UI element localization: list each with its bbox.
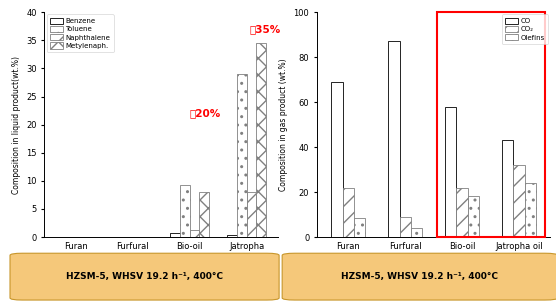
- Text: HZSM-5, WHSV 19.2 h⁻¹, 400°C: HZSM-5, WHSV 19.2 h⁻¹, 400°C: [341, 272, 498, 281]
- Text: 약35%: 약35%: [250, 24, 281, 34]
- Bar: [411, 228, 423, 237]
- Bar: [436, 12, 545, 237]
- X-axis label: Reactant type: Reactant type: [402, 257, 465, 265]
- Y-axis label: Composition in liquid product(wt.%): Composition in liquid product(wt.%): [12, 56, 21, 194]
- Bar: [456, 188, 468, 237]
- Bar: [200, 192, 209, 237]
- Bar: [180, 185, 190, 237]
- Bar: [256, 43, 266, 237]
- FancyBboxPatch shape: [282, 253, 556, 300]
- X-axis label: Reactant type: Reactant type: [130, 257, 193, 265]
- Bar: [190, 230, 200, 237]
- Bar: [525, 183, 536, 237]
- Bar: [331, 82, 342, 237]
- Legend: CO, CO₂, Olefins: CO, CO₂, Olefins: [502, 14, 548, 44]
- Bar: [502, 140, 513, 237]
- Legend: Benzene, Toluene, Naphthalene, Metylenaph.: Benzene, Toluene, Naphthalene, Metylenap…: [47, 14, 113, 52]
- Bar: [445, 107, 456, 237]
- Bar: [247, 192, 256, 237]
- Text: 약20%: 약20%: [190, 108, 221, 118]
- FancyBboxPatch shape: [10, 253, 279, 300]
- Bar: [388, 41, 400, 237]
- Bar: [354, 218, 365, 237]
- Text: HZSM-5, WHSV 19.2 h⁻¹, 400°C: HZSM-5, WHSV 19.2 h⁻¹, 400°C: [66, 272, 223, 281]
- Bar: [237, 74, 247, 237]
- Bar: [400, 217, 411, 237]
- Bar: [342, 188, 354, 237]
- Bar: [513, 165, 525, 237]
- Y-axis label: Composition in gas product (wt.%): Composition in gas product (wt.%): [279, 58, 288, 191]
- Bar: [170, 233, 180, 237]
- Bar: [468, 195, 479, 237]
- Bar: [227, 235, 237, 237]
